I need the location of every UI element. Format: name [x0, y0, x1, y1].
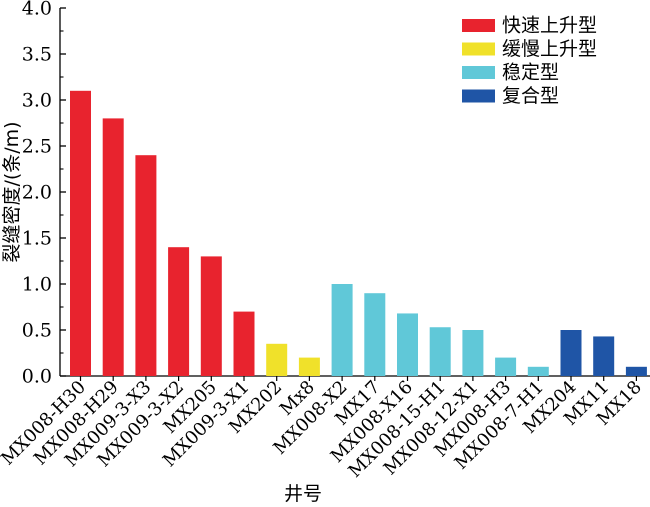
bar: [593, 336, 615, 376]
bar: [331, 284, 353, 376]
y-tick-label: 2.5: [22, 136, 52, 158]
bar: [560, 330, 582, 376]
bar: [462, 330, 484, 376]
legend-label: 缓慢上升型: [502, 38, 597, 60]
bar: [527, 366, 549, 376]
y-axis-title: 裂缝密度/(条/m): [1, 121, 23, 262]
legend-swatch: [462, 19, 495, 32]
bar: [298, 357, 320, 376]
bar: [625, 366, 647, 376]
y-tick-label: 1.5: [22, 228, 52, 250]
y-tick-label: 4.0: [22, 0, 52, 20]
bar: [364, 293, 386, 376]
bar: [495, 357, 517, 376]
bar: [266, 343, 288, 376]
y-tick-label: 2.0: [22, 182, 52, 204]
bar: [429, 327, 451, 376]
x-axis-title: 井号: [284, 483, 322, 505]
y-tick-label: 1.0: [22, 274, 52, 296]
bar: [70, 90, 91, 377]
x-axis: [60, 375, 650, 381]
y-tick-label: 0.0: [22, 366, 52, 388]
bar: [102, 118, 124, 377]
y-tick-label: 0.5: [22, 320, 52, 342]
bar: [397, 313, 418, 376]
bar: [135, 155, 157, 376]
y-tick-label: 3.5: [22, 44, 52, 66]
legend-label: 稳定型: [502, 62, 559, 84]
bar: [233, 311, 255, 376]
bar: [168, 247, 190, 376]
legend-swatch: [462, 89, 495, 103]
category-labels: MX008-H30MX008-H29MX009-3-X3MX009-3-X2MX…: [0, 377, 646, 482]
y-axis: 0.0 0.5 1.0 1.5 2.0 2.5 3.0 3.5 4.0: [22, 0, 66, 388]
legend-swatch: [462, 66, 495, 79]
legend-swatch: [462, 42, 495, 56]
legend-label: 复合型: [502, 85, 559, 107]
legend-label: 快速上升型: [502, 15, 597, 37]
bar: [200, 256, 222, 376]
bars: [70, 90, 647, 377]
y-tick-label: 3.0: [22, 90, 52, 112]
